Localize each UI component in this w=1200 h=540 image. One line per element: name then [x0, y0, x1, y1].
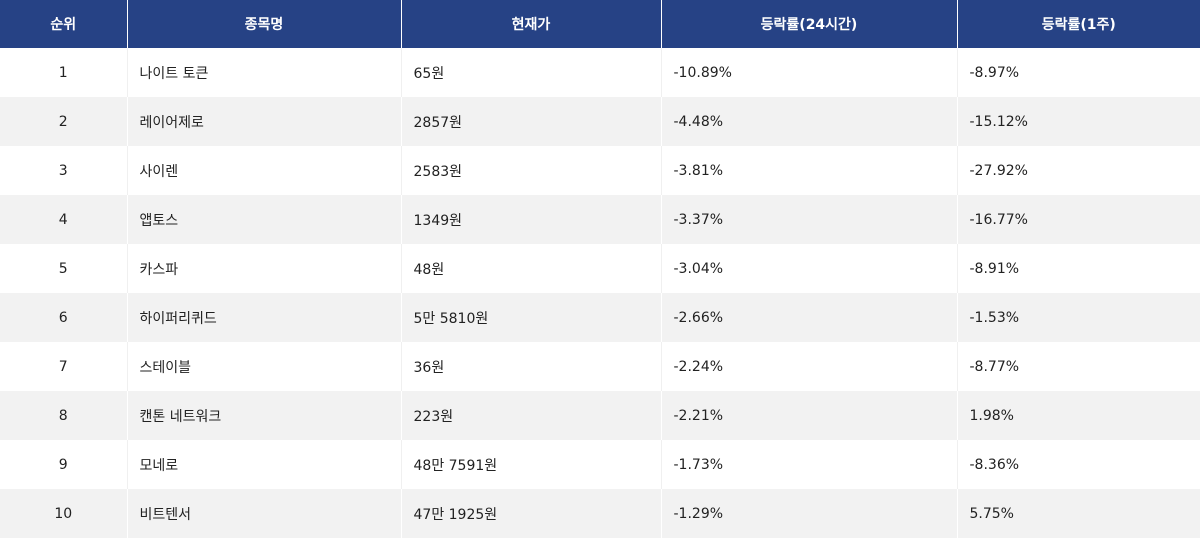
table-row: 7 스테이블 36원 -2.24% -8.77%: [0, 342, 1200, 391]
price-cell: 65원: [400, 48, 661, 97]
table-row: 8 캔톤 네트워크 223원 -2.21% 1.98%: [0, 391, 1200, 440]
header-change-1w: 등락률(1주): [956, 0, 1200, 48]
name-cell: 레이어제로: [126, 97, 401, 146]
price-cell: 5만 5810원: [400, 293, 661, 342]
change-24h-cell: -2.66%: [660, 293, 957, 342]
header-name: 종목명: [126, 0, 401, 48]
header-rank: 순위: [0, 0, 127, 48]
rank-cell: 7: [0, 342, 127, 391]
rank-cell: 8: [0, 391, 127, 440]
table-row: 10 비트텐서 47만 1925원 -1.29% 5.75%: [0, 489, 1200, 538]
name-cell: 카스파: [126, 244, 401, 293]
change-1w-cell: -16.77%: [956, 195, 1200, 244]
name-cell: 하이퍼리퀴드: [126, 293, 401, 342]
header-change-24h: 등락률(24시간): [660, 0, 957, 48]
price-cell: 2857원: [400, 97, 661, 146]
price-cell: 48만 7591원: [400, 440, 661, 489]
table-body: 1 나이트 토큰 65원 -10.89% -8.97% 2 레이어제로 2857…: [0, 48, 1200, 538]
header-row: 순위 종목명 현재가 등락률(24시간) 등락률(1주): [0, 0, 1200, 48]
change-1w-cell: 5.75%: [956, 489, 1200, 538]
name-cell: 사이렌: [126, 146, 401, 195]
change-1w-cell: -27.92%: [956, 146, 1200, 195]
rank-cell: 9: [0, 440, 127, 489]
rank-cell: 2: [0, 97, 127, 146]
change-24h-cell: -2.21%: [660, 391, 957, 440]
price-cell: 36원: [400, 342, 661, 391]
change-24h-cell: -4.48%: [660, 97, 957, 146]
table-header: 순위 종목명 현재가 등락률(24시간) 등락률(1주): [0, 0, 1200, 48]
name-cell: 앱토스: [126, 195, 401, 244]
table-row: 4 앱토스 1349원 -3.37% -16.77%: [0, 195, 1200, 244]
name-cell: 캔톤 네트워크: [126, 391, 401, 440]
change-24h-cell: -1.29%: [660, 489, 957, 538]
rank-cell: 1: [0, 48, 127, 97]
rank-cell: 10: [0, 489, 127, 538]
rank-cell: 5: [0, 244, 127, 293]
rank-cell: 6: [0, 293, 127, 342]
change-24h-cell: -1.73%: [660, 440, 957, 489]
rank-cell: 3: [0, 146, 127, 195]
name-cell: 모네로: [126, 440, 401, 489]
change-24h-cell: -3.81%: [660, 146, 957, 195]
price-cell: 1349원: [400, 195, 661, 244]
table-row: 1 나이트 토큰 65원 -10.89% -8.97%: [0, 48, 1200, 97]
change-1w-cell: 1.98%: [956, 391, 1200, 440]
change-1w-cell: -8.97%: [956, 48, 1200, 97]
table-row: 9 모네로 48만 7591원 -1.73% -8.36%: [0, 440, 1200, 489]
price-cell: 223원: [400, 391, 661, 440]
change-24h-cell: -2.24%: [660, 342, 957, 391]
table-row: 6 하이퍼리퀴드 5만 5810원 -2.66% -1.53%: [0, 293, 1200, 342]
price-cell: 2583원: [400, 146, 661, 195]
header-price: 현재가: [400, 0, 661, 48]
price-cell: 48원: [400, 244, 661, 293]
change-24h-cell: -3.04%: [660, 244, 957, 293]
table-row: 2 레이어제로 2857원 -4.48% -15.12%: [0, 97, 1200, 146]
change-1w-cell: -8.91%: [956, 244, 1200, 293]
change-1w-cell: -8.77%: [956, 342, 1200, 391]
change-24h-cell: -3.37%: [660, 195, 957, 244]
name-cell: 스테이블: [126, 342, 401, 391]
name-cell: 나이트 토큰: [126, 48, 401, 97]
table-row: 5 카스파 48원 -3.04% -8.91%: [0, 244, 1200, 293]
name-cell: 비트텐서: [126, 489, 401, 538]
change-1w-cell: -8.36%: [956, 440, 1200, 489]
change-1w-cell: -15.12%: [956, 97, 1200, 146]
table-row: 3 사이렌 2583원 -3.81% -27.92%: [0, 146, 1200, 195]
change-1w-cell: -1.53%: [956, 293, 1200, 342]
change-24h-cell: -10.89%: [660, 48, 957, 97]
price-cell: 47만 1925원: [400, 489, 661, 538]
rank-cell: 4: [0, 195, 127, 244]
